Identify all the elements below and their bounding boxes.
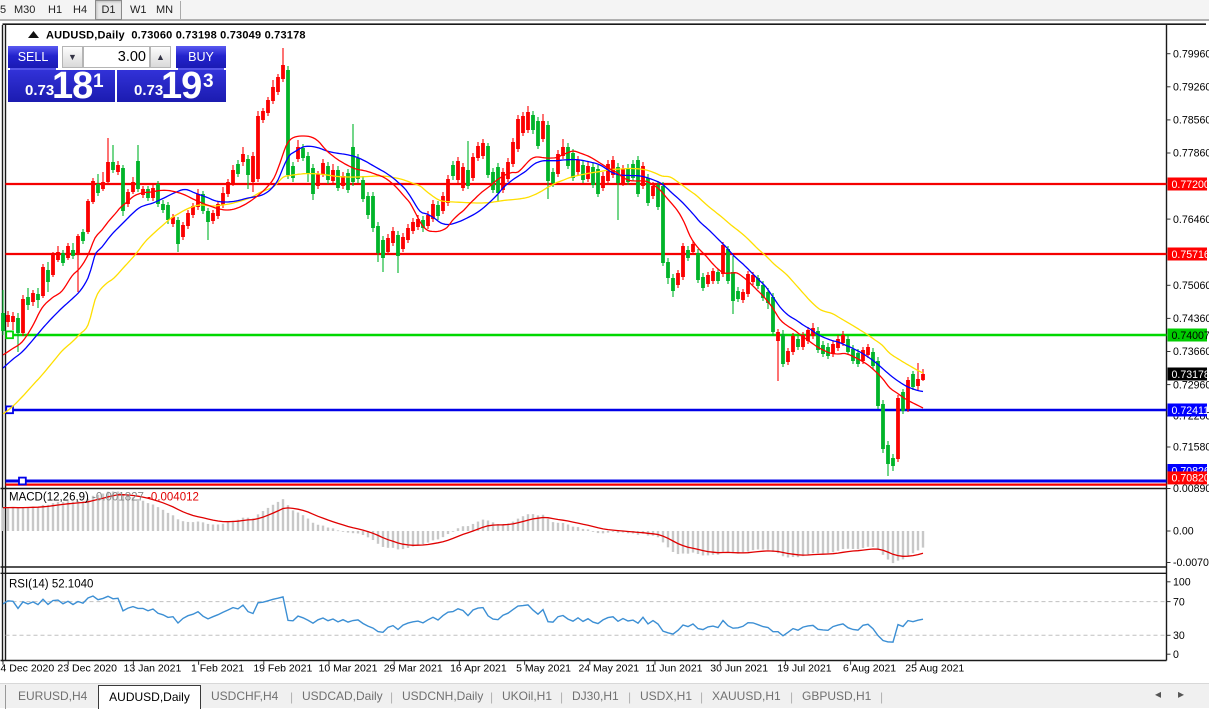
svg-text:5 May 2021: 5 May 2021 [516,663,571,675]
svg-text:0.72411: 0.72411 [1172,405,1209,417]
svg-text:0.78560: 0.78560 [1173,115,1209,127]
svg-text:0.75060: 0.75060 [1173,280,1209,292]
svg-text:0: 0 [1173,649,1179,661]
svg-text:25 Aug 2021: 25 Aug 2021 [905,663,964,675]
svg-text:23 Dec 2020: 23 Dec 2020 [57,663,117,675]
svg-text:30 Jun 2021: 30 Jun 2021 [710,663,768,675]
svg-text:0.72960: 0.72960 [1173,379,1209,391]
svg-text:0.79260: 0.79260 [1173,82,1209,94]
svg-text:4 Dec 2020: 4 Dec 2020 [1,663,55,675]
svg-text:0.74007: 0.74007 [1172,330,1209,342]
svg-text:-0.007013: -0.007013 [1173,557,1209,569]
svg-text:24 May 2021: 24 May 2021 [578,663,639,675]
svg-text:0.74360: 0.74360 [1173,313,1209,325]
svg-text:19 Jul 2021: 19 Jul 2021 [777,663,831,675]
svg-text:0.73178: 0.73178 [1172,369,1209,381]
svg-text:0.00: 0.00 [1173,526,1194,538]
svg-text:10 Mar 2021: 10 Mar 2021 [319,663,378,675]
svg-text:0.71580: 0.71580 [1173,442,1209,454]
svg-text:RSI(14) 52.1040: RSI(14) 52.1040 [9,579,93,591]
svg-text:13 Jan 2021: 13 Jan 2021 [123,663,181,675]
svg-text:30: 30 [1173,630,1185,642]
svg-text:0.77200: 0.77200 [1172,179,1209,191]
svg-text:0.008904: 0.008904 [1173,483,1209,495]
svg-text:1 Feb 2021: 1 Feb 2021 [191,663,244,675]
svg-text:AUDUSD,Daily 0.73060 0.73198: AUDUSD,Daily 0.73060 0.73198 0.73049 0.7… [46,30,306,42]
svg-text:0.77860: 0.77860 [1173,148,1209,160]
svg-text:MACD(12,26,9) -0.001827 -0.004: MACD(12,26,9) -0.001827 -0.004012 [9,492,199,504]
svg-text:6 Aug 2021: 6 Aug 2021 [843,663,896,675]
svg-text:70: 70 [1173,596,1185,608]
svg-text:29 Mar 2021: 29 Mar 2021 [384,663,443,675]
svg-text:0.79960: 0.79960 [1173,48,1209,60]
svg-text:19 Feb 2021: 19 Feb 2021 [253,663,312,675]
svg-text:0.75716: 0.75716 [1172,249,1209,261]
svg-text:0.76460: 0.76460 [1173,214,1209,226]
svg-text:16 Apr 2021: 16 Apr 2021 [450,663,507,675]
svg-text:100: 100 [1173,577,1191,589]
svg-text:11 Jun 2021: 11 Jun 2021 [645,663,702,675]
svg-text:0.73660: 0.73660 [1173,346,1209,358]
